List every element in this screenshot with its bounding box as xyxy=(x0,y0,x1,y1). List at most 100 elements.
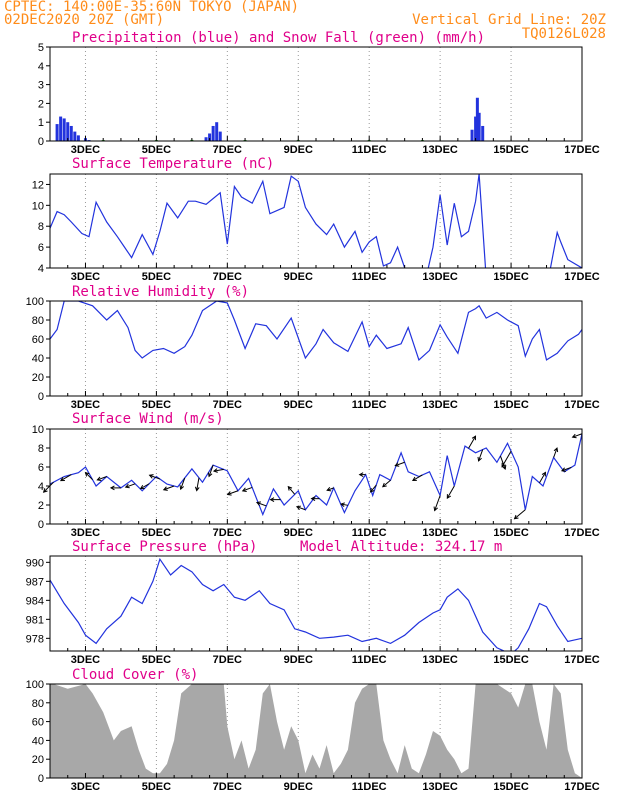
pressure-ytick-label: 984 xyxy=(26,595,44,607)
wind-arrow-head xyxy=(394,462,400,467)
wind-arrow xyxy=(382,479,391,488)
wind-arrow xyxy=(125,483,136,488)
rh-ytick-label: 40 xyxy=(32,353,44,365)
rh-ytick-label: 20 xyxy=(32,372,44,384)
precip-bar xyxy=(59,116,63,141)
wind-arrow-head xyxy=(411,476,417,481)
rh-ytick-label: 80 xyxy=(32,315,44,327)
temp-xtick-label: 11DEC xyxy=(352,271,387,283)
rh-ytick-label: 100 xyxy=(26,296,44,308)
temp-xtick-label: 13DEC xyxy=(422,271,458,283)
pressure-xtick-label: 5DEC xyxy=(142,654,171,666)
cloud-ytick-label: 60 xyxy=(32,717,44,729)
wind-title: Surface Wind (m/s) xyxy=(72,411,224,427)
pressure-ytick-label: 990 xyxy=(26,557,44,569)
wind-arrow-head xyxy=(571,433,577,439)
pressure-ytick-label: 981 xyxy=(26,614,44,626)
temp-xtick-label: 9DEC xyxy=(284,271,313,283)
wind-arrow xyxy=(180,477,186,490)
pressure-xtick-label: 7DEC xyxy=(213,654,242,666)
wind-arrow-head xyxy=(59,476,65,482)
wind-arrow-head xyxy=(369,487,375,493)
precip-bar xyxy=(76,135,80,141)
precip-bar xyxy=(477,112,481,141)
wind-arrow xyxy=(553,447,558,458)
wind-arrow xyxy=(97,476,107,481)
pressure-xtick-label: 13DEC xyxy=(422,654,458,666)
wind-arrow-head xyxy=(207,472,213,478)
precip-bar xyxy=(211,125,215,141)
precip-panel: Precipitation (blue) and Snow Fall (gree… xyxy=(38,30,600,156)
wind-arrow xyxy=(446,485,455,499)
header-date: 02DEC2020 20Z (GMT) xyxy=(4,12,164,28)
wind-arrow xyxy=(395,461,405,467)
pressure-series-line xyxy=(50,557,582,651)
precip-bar xyxy=(475,97,479,141)
wind-ytick-label: 6 xyxy=(38,462,44,474)
cloud-ytick-label: 40 xyxy=(32,735,44,747)
header-location: CPTEC: 140:00E-35:60N TOKYO (JAPAN) xyxy=(4,0,299,15)
header-code: TQ0126L028 xyxy=(522,26,606,42)
wind-ytick-label: 10 xyxy=(32,424,44,436)
wind-panel: Surface Wind (m/s) 0 2 4 6 8 10 3DEC 5DEC 7DEC 9DE… xyxy=(32,411,600,539)
rh-xtick-label: 5DEC xyxy=(142,399,171,411)
wind-arrow-head xyxy=(477,456,482,462)
wind-arrow-head xyxy=(269,497,275,502)
precip-bar xyxy=(62,118,66,141)
wind-xtick-label: 15DEC xyxy=(493,527,529,539)
rh-xtick-label: 13DEC xyxy=(422,399,458,411)
wind-arrow-head xyxy=(241,487,247,492)
temp-title: Surface Temperature (nC) xyxy=(72,156,274,172)
wind-arrow-head xyxy=(326,486,332,492)
wind-arrow-head xyxy=(501,462,506,468)
precip-bar xyxy=(218,131,222,141)
wind-arrow-head xyxy=(358,472,364,477)
wind-arrow xyxy=(43,481,54,493)
wind-arrow xyxy=(501,450,512,468)
precip-title: Precipitation (blue) and Snow Fall (gree… xyxy=(72,30,485,46)
pressure-xtick-label: 17DEC xyxy=(564,654,600,666)
cloud-panel: Cloud Cover (%) 0 20 40 60 80 100 3DEC 5DEC 7DEC 9… xyxy=(26,667,600,793)
cloud-xtick-label: 13DEC xyxy=(422,781,458,793)
wind-arrow xyxy=(468,435,476,449)
wind-arrow-head xyxy=(553,447,559,453)
wind-arrow xyxy=(561,466,572,472)
wind-arrow xyxy=(256,502,267,507)
wind-arrow-head xyxy=(212,468,218,473)
wind-ytick-label: 4 xyxy=(38,481,44,493)
wind-arrow xyxy=(60,474,72,482)
wind-xtick-label: 13DEC xyxy=(422,527,458,539)
wind-arrow xyxy=(227,490,239,495)
temp-xtick-label: 3DEC xyxy=(71,271,100,283)
wind-arrow-head xyxy=(179,485,185,491)
wind-arrow xyxy=(85,472,93,481)
pressure-xtick-label: 11DEC xyxy=(352,654,387,666)
wind-arrow-head xyxy=(339,502,345,507)
cloud-xtick-label: 9DEC xyxy=(284,781,313,793)
cloud-xtick-label: 5DEC xyxy=(142,781,171,793)
wind-arrow xyxy=(213,468,224,472)
wind-arrow-head xyxy=(42,488,48,493)
wind-arrow xyxy=(296,506,306,511)
wind-arrow-head xyxy=(255,501,261,506)
cloud-xtick-label: 3DEC xyxy=(71,781,100,793)
wind-xtick-label: 5DEC xyxy=(142,527,171,539)
rh-xtick-label: 7DEC xyxy=(213,399,242,411)
rh-title: Relative Humidity (%) xyxy=(72,284,249,300)
pressure-subtitle: Model Altitude: 324.17 m xyxy=(300,539,502,555)
rh-xtick-label: 11DEC xyxy=(352,399,387,411)
temp-series-line xyxy=(50,174,582,268)
wind-arrow-head xyxy=(501,465,507,471)
temp-ytick-label: 12 xyxy=(32,179,44,191)
precip-bar xyxy=(73,131,77,141)
wind-arrow-head xyxy=(560,467,566,472)
rh-frame xyxy=(49,300,583,397)
wind-arrow xyxy=(514,509,526,520)
wind-xtick-label: 17DEC xyxy=(564,527,600,539)
wind-arrow xyxy=(434,495,441,511)
wind-arrow-head xyxy=(148,474,154,479)
temp-ytick-label: 4 xyxy=(38,263,44,275)
precip-bar xyxy=(204,137,208,141)
wind-arrow-head xyxy=(295,505,301,511)
rh-ytick-label: 60 xyxy=(32,334,44,346)
